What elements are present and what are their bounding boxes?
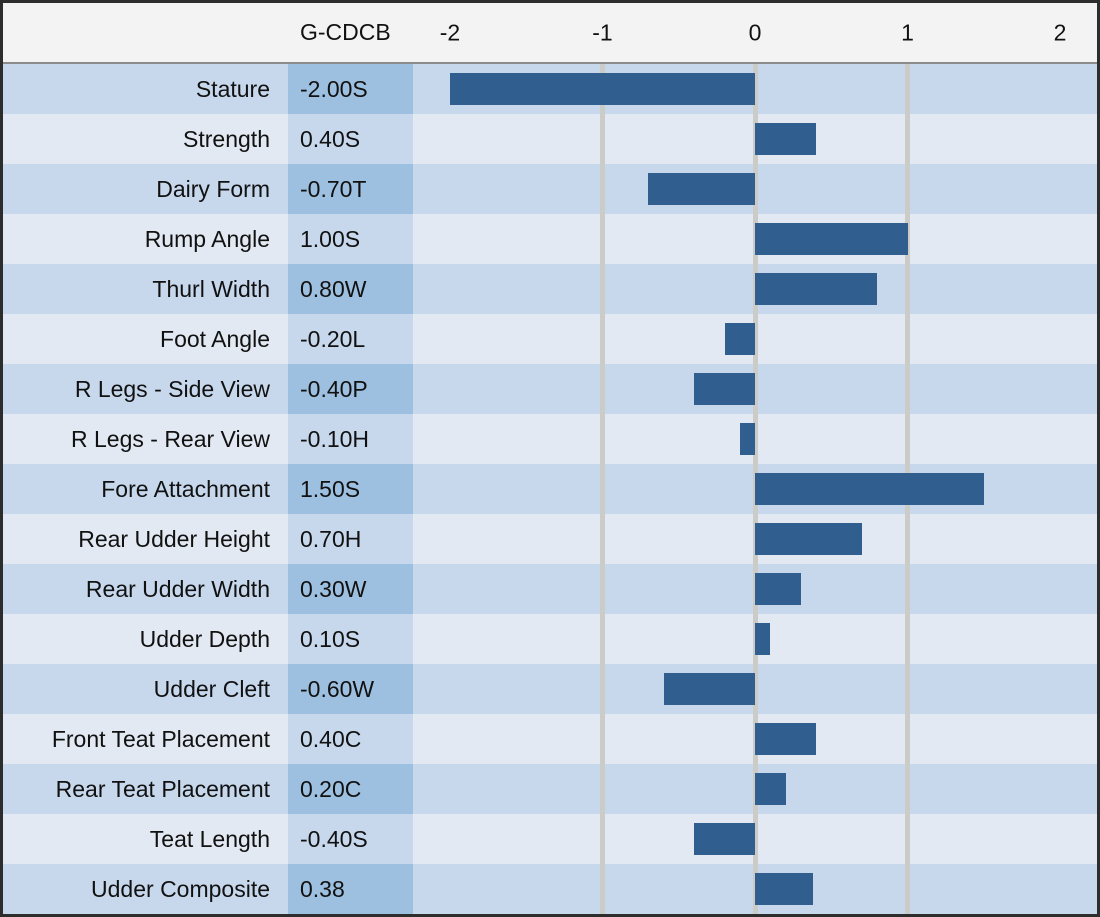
trait-rows-area: Stature -2.00S Strength 0.40S Dairy Form… bbox=[3, 64, 1097, 914]
trait-bar bbox=[648, 173, 755, 205]
trait-score-value: 0.70H bbox=[288, 514, 413, 564]
trait-score-value: -0.40S bbox=[288, 814, 413, 864]
trait-bar bbox=[755, 123, 816, 155]
trait-row-rear-udder-width: Rear Udder Width 0.30W bbox=[3, 564, 1097, 614]
trait-name-label: Dairy Form bbox=[3, 164, 288, 214]
trait-name-label: Thurl Width bbox=[3, 264, 288, 314]
trait-bar bbox=[755, 223, 908, 255]
trait-row-front-teat-placement: Front Teat Placement 0.40C bbox=[3, 714, 1097, 764]
trait-row-rear-teat-placement: Rear Teat Placement 0.20C bbox=[3, 764, 1097, 814]
trait-score-value: -0.60W bbox=[288, 664, 413, 714]
trait-name-label: Rear Teat Placement bbox=[3, 764, 288, 814]
trait-name-label: Stature bbox=[3, 64, 288, 114]
score-column-header: G-CDCB bbox=[300, 19, 391, 45]
trait-row-fore-attachment: Fore Attachment 1.50S bbox=[3, 464, 1097, 514]
trait-bar bbox=[755, 473, 984, 505]
trait-row-r-legs-side-view: R Legs - Side View -0.40P bbox=[3, 364, 1097, 414]
trait-bar bbox=[755, 873, 813, 905]
trait-score-value: -0.20L bbox=[288, 314, 413, 364]
trait-row-stature: Stature -2.00S bbox=[3, 64, 1097, 114]
chart-header-row: G-CDCB -2 -1 0 1 2 bbox=[3, 3, 1097, 64]
x-axis-tick: -1 bbox=[592, 19, 613, 45]
trait-name-label: Rear Udder Height bbox=[3, 514, 288, 564]
trait-name-label: Fore Attachment bbox=[3, 464, 288, 514]
trait-name-label: Udder Composite bbox=[3, 864, 288, 914]
trait-bar bbox=[663, 673, 755, 705]
x-axis-tick: 2 bbox=[1053, 19, 1067, 45]
trait-score-value: -0.40P bbox=[288, 364, 413, 414]
trait-score-value: 0.20C bbox=[288, 764, 413, 814]
trait-bar bbox=[724, 323, 755, 355]
trait-row-teat-length: Teat Length -0.40S bbox=[3, 814, 1097, 864]
trait-row-udder-depth: Udder Depth 0.10S bbox=[3, 614, 1097, 664]
gridline--1 bbox=[600, 64, 605, 914]
trait-bar bbox=[755, 723, 816, 755]
trait-name-label: Foot Angle bbox=[3, 314, 288, 364]
x-axis-tick: -2 bbox=[439, 19, 461, 45]
trait-row-strength: Strength 0.40S bbox=[3, 114, 1097, 164]
trait-row-udder-composite: Udder Composite 0.38 bbox=[3, 864, 1097, 914]
trait-name-label: Udder Depth bbox=[3, 614, 288, 664]
trait-bar bbox=[739, 423, 755, 455]
trait-name-label: Strength bbox=[3, 114, 288, 164]
trait-bar bbox=[694, 373, 755, 405]
trait-score-value: 0.10S bbox=[288, 614, 413, 664]
x-axis-tick: 1 bbox=[901, 19, 914, 45]
trait-score-value: -2.00S bbox=[288, 64, 413, 114]
trait-row-foot-angle: Foot Angle -0.20L bbox=[3, 314, 1097, 364]
x-axis-tick: 0 bbox=[748, 19, 762, 45]
trait-score-value: -0.10H bbox=[288, 414, 413, 464]
trait-row-udder-cleft: Udder Cleft -0.60W bbox=[3, 664, 1097, 714]
trait-score-value: 0.80W bbox=[288, 264, 413, 314]
trait-score-value: 1.50S bbox=[288, 464, 413, 514]
trait-bar bbox=[755, 523, 862, 555]
trait-row-r-legs-rear-view: R Legs - Rear View -0.10H bbox=[3, 414, 1097, 464]
trait-column-header-spacer bbox=[3, 3, 288, 62]
trait-row-dairy-form: Dairy Form -0.70T bbox=[3, 164, 1097, 214]
trait-score-value: 0.30W bbox=[288, 564, 413, 614]
trait-name-label: Udder Cleft bbox=[3, 664, 288, 714]
trait-score-value: 1.00S bbox=[288, 214, 413, 264]
trait-bar bbox=[755, 623, 771, 655]
trait-name-label: R Legs - Side View bbox=[3, 364, 288, 414]
trait-name-label: Teat Length bbox=[3, 814, 288, 864]
trait-row-thurl-width: Thurl Width 0.80W bbox=[3, 264, 1097, 314]
trait-score-value: 0.40C bbox=[288, 714, 413, 764]
x-axis-tick-row: -2 -1 0 1 2 bbox=[413, 3, 1097, 62]
trait-bar bbox=[694, 823, 755, 855]
trait-bar bbox=[450, 73, 755, 105]
trait-score-value: 0.40S bbox=[288, 114, 413, 164]
trait-name-label: R Legs - Rear View bbox=[3, 414, 288, 464]
trait-row-rump-angle: Rump Angle 1.00S bbox=[3, 214, 1097, 264]
trait-name-label: Rear Udder Width bbox=[3, 564, 288, 614]
trait-name-label: Front Teat Placement bbox=[3, 714, 288, 764]
trait-bar bbox=[755, 573, 801, 605]
trait-name-label: Rump Angle bbox=[3, 214, 288, 264]
trait-bar-track bbox=[413, 514, 1097, 564]
trait-score-value: 0.38 bbox=[288, 864, 413, 914]
trait-bar bbox=[755, 273, 877, 305]
trait-score-value: -0.70T bbox=[288, 164, 413, 214]
trait-row-rear-udder-height: Rear Udder Height 0.70H bbox=[3, 514, 1097, 564]
trait-bar bbox=[755, 773, 786, 805]
